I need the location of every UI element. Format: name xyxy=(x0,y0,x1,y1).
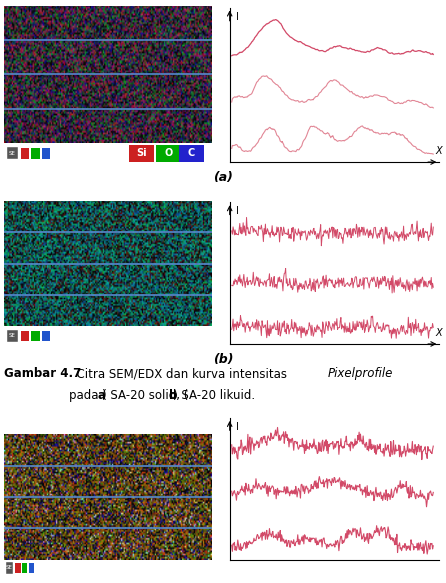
Text: b: b xyxy=(169,389,177,402)
Text: X: X xyxy=(435,328,442,338)
Bar xyxy=(29,563,34,573)
Text: Gambar 4.7: Gambar 4.7 xyxy=(4,367,82,380)
Text: O: O xyxy=(164,148,173,159)
Text: SE: SE xyxy=(8,151,16,156)
Bar xyxy=(156,145,181,162)
Text: Si: Si xyxy=(136,148,147,159)
Text: C: C xyxy=(187,148,195,159)
Bar xyxy=(129,145,154,162)
Bar xyxy=(15,563,21,573)
Bar xyxy=(7,330,18,342)
Text: SE: SE xyxy=(6,566,13,570)
Text: Pixelprofile: Pixelprofile xyxy=(328,367,393,380)
Text: ) SA-20 solid, (: ) SA-20 solid, ( xyxy=(102,389,189,402)
Bar xyxy=(42,148,50,159)
Bar xyxy=(42,331,50,340)
Bar xyxy=(21,148,29,159)
Bar xyxy=(21,331,29,340)
Bar xyxy=(31,148,40,159)
Bar xyxy=(31,331,40,340)
Text: I: I xyxy=(236,206,239,216)
Text: SE: SE xyxy=(8,333,16,338)
Text: pada (: pada ( xyxy=(69,389,107,402)
Text: ) SA-20 likuid.: ) SA-20 likuid. xyxy=(173,389,256,402)
Text: X: X xyxy=(435,146,442,156)
Text: I: I xyxy=(236,422,239,432)
Text: I: I xyxy=(236,12,239,22)
Text: a: a xyxy=(97,389,105,402)
Text: (a): (a) xyxy=(213,171,233,184)
Text: (b): (b) xyxy=(213,353,233,366)
Bar xyxy=(6,562,13,574)
Bar xyxy=(179,145,203,162)
Bar xyxy=(7,147,18,160)
Text: Citra SEM/EDX dan kurva intensitas: Citra SEM/EDX dan kurva intensitas xyxy=(69,367,291,380)
Bar xyxy=(22,563,27,573)
